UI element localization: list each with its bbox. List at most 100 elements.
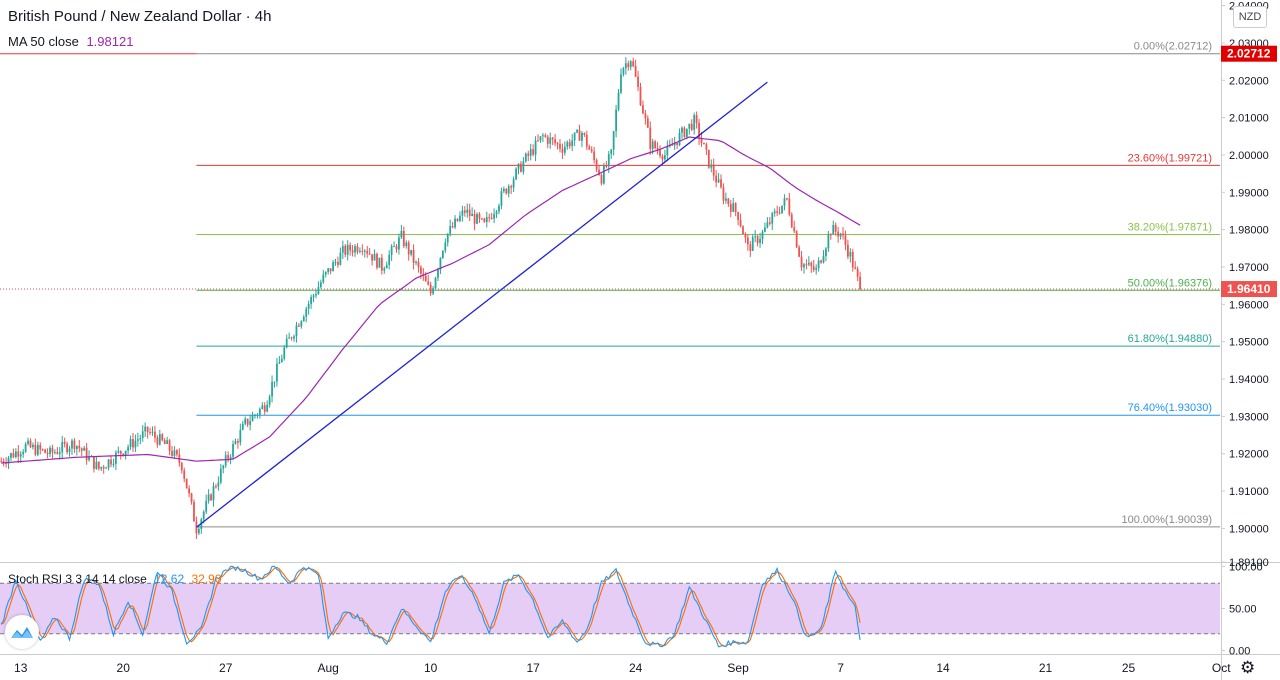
candle-body bbox=[698, 122, 700, 139]
candle-body bbox=[58, 452, 61, 454]
candle-body bbox=[136, 439, 139, 441]
symbol-title: British Pound / New Zealand Dollar · 4h bbox=[8, 8, 271, 25]
candle-body bbox=[605, 165, 608, 167]
candle-body bbox=[620, 74, 622, 93]
candle-body bbox=[654, 141, 657, 149]
candle-body bbox=[734, 203, 737, 213]
candle-body bbox=[544, 135, 547, 137]
candle-body bbox=[617, 92, 620, 110]
candle-body bbox=[825, 248, 827, 257]
candle-body bbox=[624, 63, 627, 69]
candle-body bbox=[854, 267, 857, 269]
candle-body bbox=[385, 264, 388, 269]
price-badge-label: 1.96410 bbox=[1227, 282, 1271, 296]
candle-body bbox=[156, 437, 159, 445]
candle-body bbox=[68, 448, 71, 453]
candle-body bbox=[815, 268, 818, 270]
candle-body bbox=[349, 244, 352, 251]
candle-body bbox=[749, 244, 752, 252]
candle-body bbox=[146, 426, 149, 433]
candle-body bbox=[559, 143, 561, 149]
candle-body bbox=[532, 149, 535, 155]
candle-body bbox=[502, 188, 505, 192]
candle-body bbox=[566, 142, 569, 147]
candle-body bbox=[63, 441, 66, 444]
candle-body bbox=[849, 251, 852, 257]
candle-body bbox=[420, 267, 422, 274]
candle-body bbox=[659, 150, 661, 156]
candle-body bbox=[695, 115, 698, 123]
candle-body bbox=[183, 470, 186, 479]
candle-body bbox=[781, 205, 783, 213]
candle-body bbox=[568, 142, 571, 147]
currency-button[interactable]: NZD bbox=[1233, 6, 1267, 28]
candle-body bbox=[446, 233, 449, 243]
candle-body bbox=[317, 287, 320, 294]
candle-body bbox=[683, 127, 686, 137]
candle-body bbox=[681, 127, 683, 133]
candlestick-series bbox=[0, 57, 861, 539]
candle-body bbox=[507, 186, 510, 194]
candle-body bbox=[600, 174, 603, 184]
candle-body bbox=[685, 128, 688, 137]
candle-body bbox=[761, 231, 764, 239]
candle-body bbox=[168, 440, 171, 451]
candle-body bbox=[398, 237, 400, 250]
candle-body bbox=[725, 198, 727, 201]
candle-body bbox=[319, 282, 322, 288]
candle-body bbox=[249, 421, 251, 425]
candle-body bbox=[598, 169, 600, 175]
candle-body bbox=[14, 451, 17, 458]
candle-body bbox=[54, 452, 56, 454]
candle-body bbox=[493, 213, 495, 219]
candle-body bbox=[766, 222, 769, 228]
candle-body bbox=[10, 453, 12, 458]
candle-body bbox=[515, 168, 517, 180]
candle-body bbox=[634, 66, 637, 77]
time-tick-label: 27 bbox=[219, 661, 233, 675]
candle-body bbox=[71, 440, 73, 449]
candle-body bbox=[34, 444, 37, 455]
candle-body bbox=[759, 238, 761, 244]
settings-gear-icon[interactable]: ⚙ bbox=[1240, 658, 1256, 677]
candle-body bbox=[590, 149, 593, 152]
candle-body bbox=[173, 450, 176, 456]
candle-body bbox=[463, 210, 466, 213]
candle-body bbox=[800, 256, 803, 268]
candle-body bbox=[263, 405, 266, 412]
candle-body bbox=[395, 246, 398, 250]
candle-body bbox=[49, 447, 51, 455]
candle-body bbox=[834, 224, 837, 232]
candle-body bbox=[573, 132, 576, 141]
candle-body bbox=[46, 452, 49, 455]
candle-body bbox=[710, 164, 713, 168]
candle-body bbox=[607, 154, 610, 167]
logo-wave-icon bbox=[11, 627, 33, 638]
candle-body bbox=[451, 226, 454, 228]
candle-body bbox=[707, 149, 710, 168]
candle-body bbox=[112, 463, 115, 465]
tradingview-logo-icon[interactable] bbox=[5, 615, 39, 649]
candle-body bbox=[790, 214, 793, 228]
stoch-tick-label: 50.00 bbox=[1229, 604, 1257, 616]
high-price-badge bbox=[1221, 45, 1277, 62]
trendline bbox=[196, 81, 768, 528]
candle-body bbox=[327, 268, 330, 272]
last-price-badge bbox=[1221, 281, 1277, 298]
candle-body bbox=[671, 144, 674, 146]
stoch-legend[interactable]: Stoch RSI 3 3 14 14 close 12.62 32.90 bbox=[8, 572, 222, 586]
candle-body bbox=[595, 160, 598, 170]
ma50-line bbox=[1, 136, 861, 464]
ma-legend[interactable]: MA 50 close 1.98121 bbox=[8, 34, 133, 49]
candle-body bbox=[476, 213, 478, 224]
candle-body bbox=[19, 454, 22, 457]
candle-body bbox=[383, 268, 386, 271]
trendline-segment bbox=[196, 81, 768, 528]
candle-body bbox=[449, 226, 452, 234]
candle-body bbox=[415, 261, 417, 263]
candle-body bbox=[593, 151, 596, 161]
candle-body bbox=[298, 325, 300, 327]
time-tick-label: Aug bbox=[318, 661, 339, 675]
candle-body bbox=[678, 132, 681, 145]
